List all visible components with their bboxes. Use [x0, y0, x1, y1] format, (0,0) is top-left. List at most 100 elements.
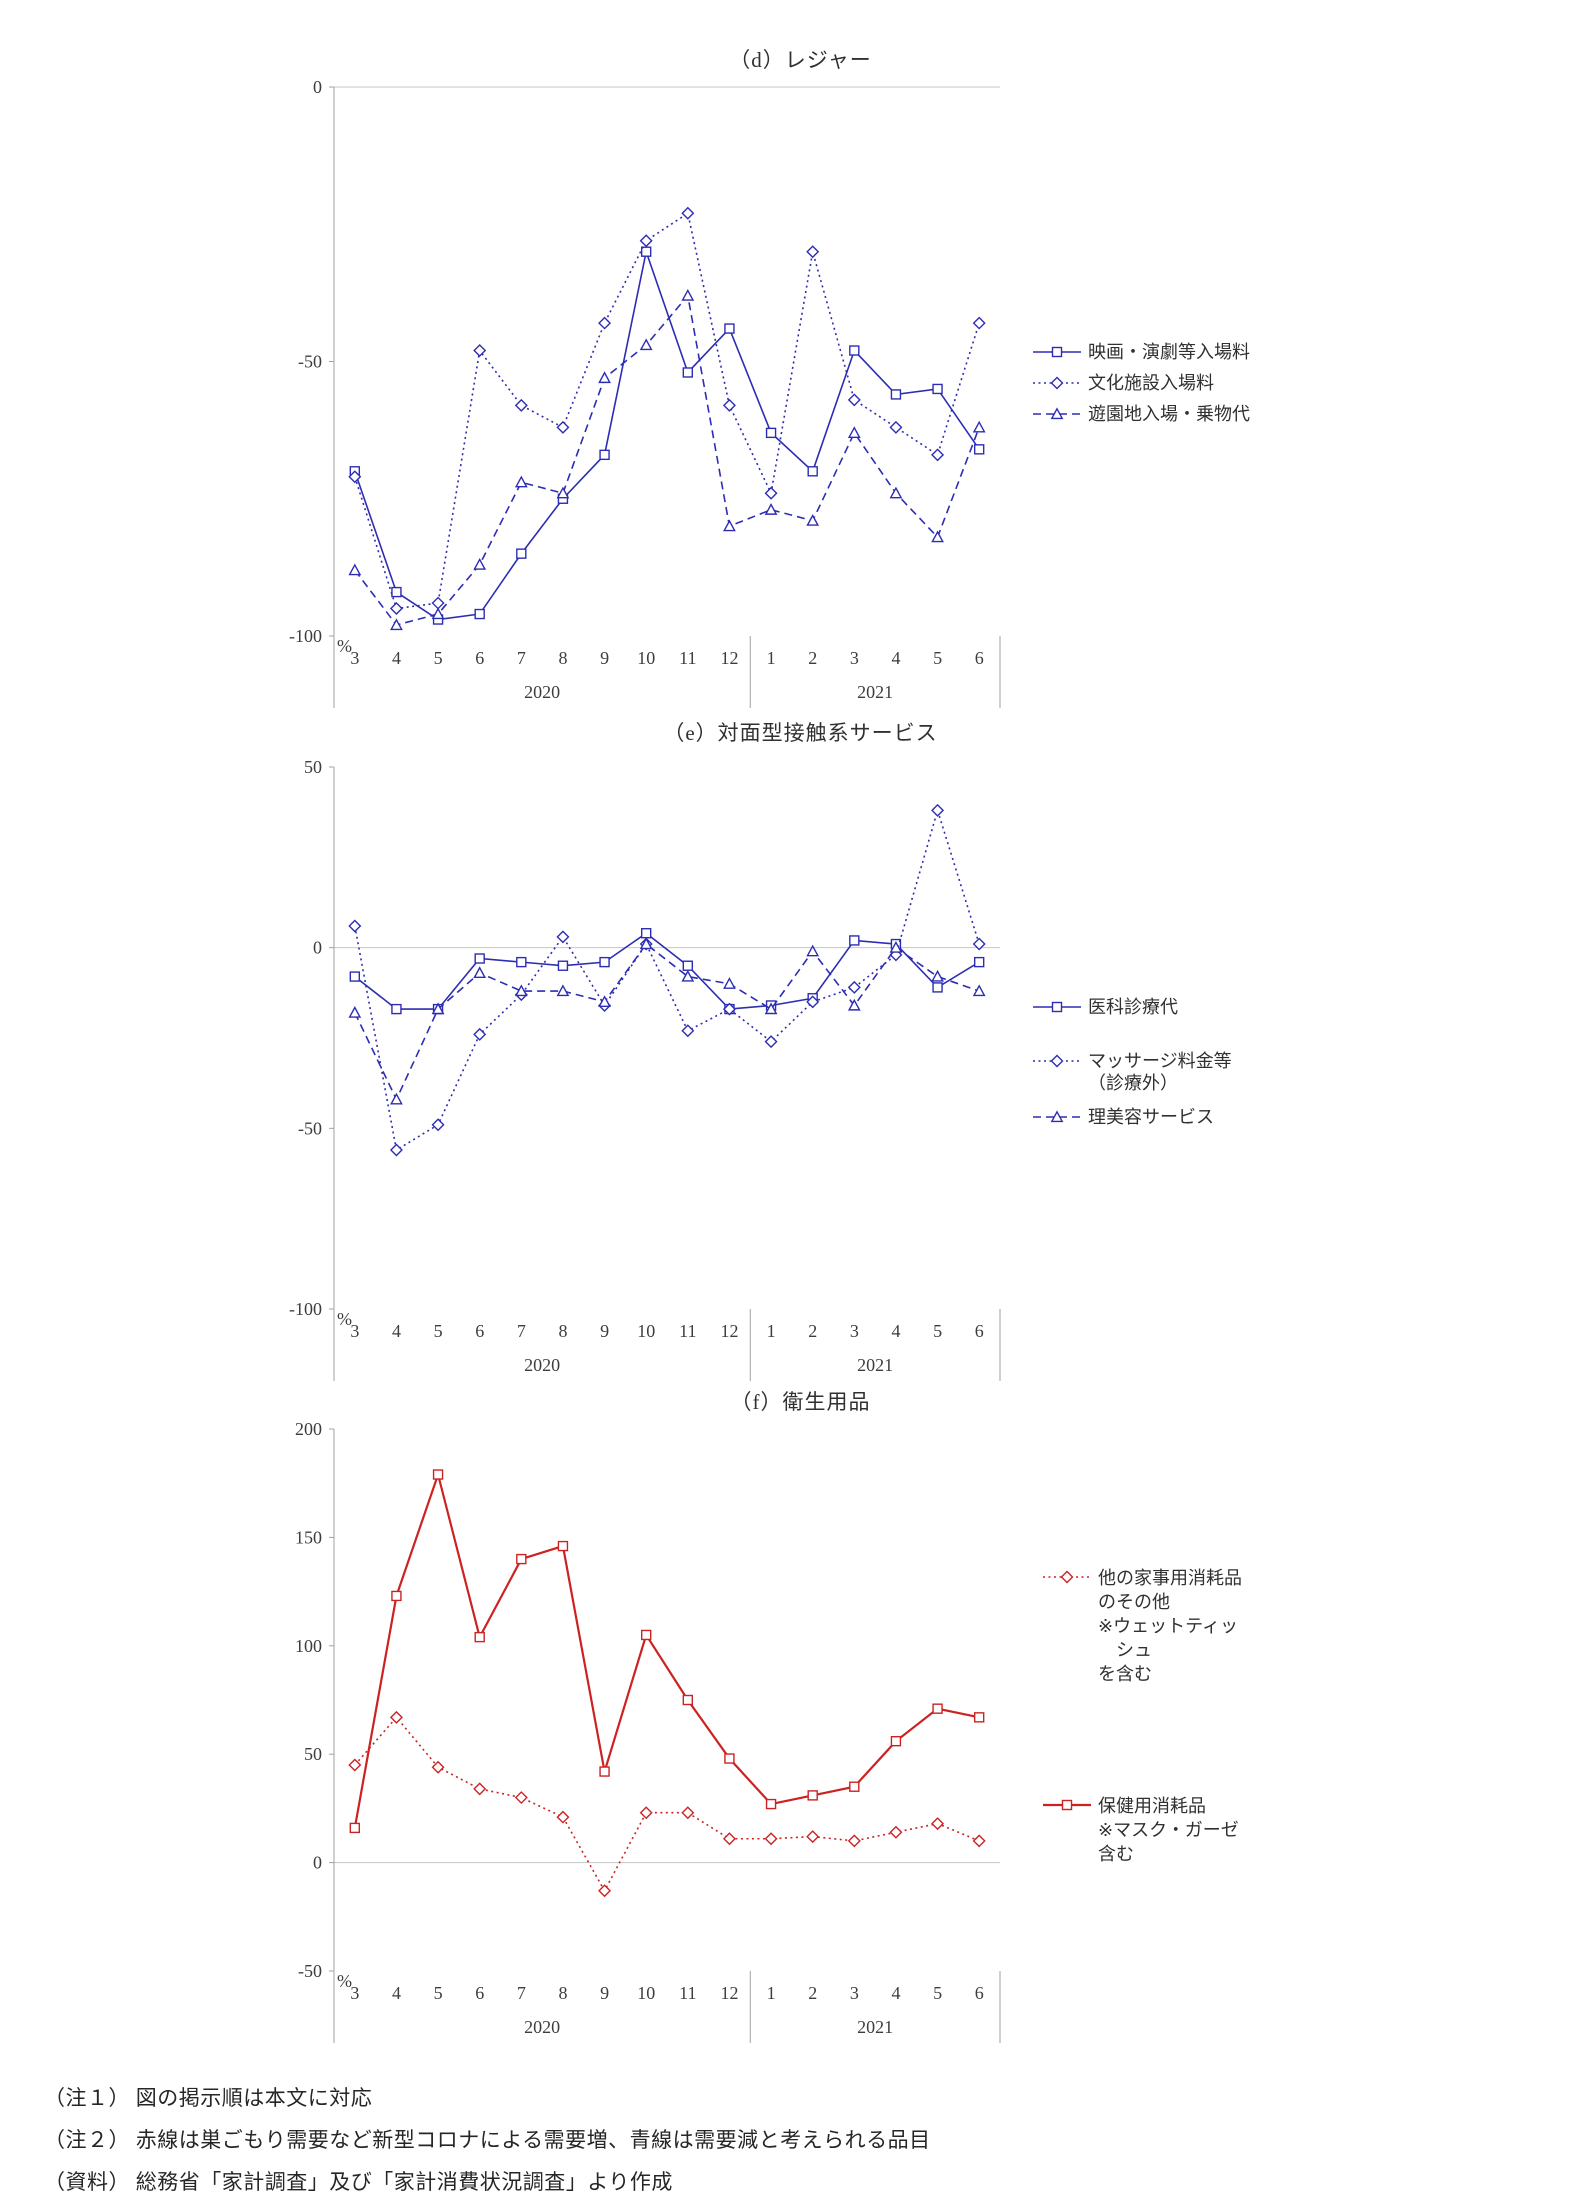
svg-text:3: 3	[850, 1321, 859, 1341]
legend-label: 遊園地入場・乗物代	[1088, 404, 1250, 424]
svg-text:12: 12	[720, 1321, 738, 1341]
svg-text:11: 11	[679, 1321, 696, 1341]
chart-d-title: （d）レジャー	[729, 48, 872, 72]
svg-text:11: 11	[679, 648, 696, 668]
series-diamond	[348, 1710, 986, 1898]
svg-text:50: 50	[304, 1744, 322, 1764]
chart-e-title: （e）対面型接触系サービス	[663, 721, 938, 745]
legend-line-sample	[1033, 376, 1081, 390]
svg-text:5: 5	[434, 1321, 443, 1341]
svg-text:5: 5	[434, 648, 443, 668]
svg-text:12: 12	[720, 648, 738, 668]
legend-label: 保健用消耗品 ※マスク・ガーゼ 含む	[1098, 1796, 1239, 1864]
legend-item: 理美容サービス	[1032, 1106, 1214, 1128]
legend-label: 医科診療代	[1088, 997, 1178, 1017]
legend-line-sample	[1043, 1570, 1091, 1584]
svg-text:8: 8	[558, 1321, 567, 1341]
svg-text:3: 3	[850, 648, 859, 668]
legend-line-sample	[1033, 346, 1081, 358]
legend-item: 文化施設入場料	[1032, 372, 1250, 394]
svg-text:6: 6	[975, 1983, 984, 2003]
series-triangle	[348, 288, 986, 631]
svg-text:9: 9	[600, 1983, 609, 2003]
svg-text:2: 2	[808, 1983, 817, 2003]
svg-text:6: 6	[475, 1321, 484, 1341]
svg-text:-50: -50	[298, 1118, 322, 1138]
svg-text:2021: 2021	[857, 682, 893, 702]
chart-f-title: （f）衛生用品	[730, 1390, 871, 1414]
svg-text:1: 1	[767, 1983, 776, 2003]
legend-label: 文化施設入場料	[1088, 373, 1214, 393]
legend-line-sample	[1033, 1110, 1081, 1123]
legend-label: マッサージ料金等 （診療外）	[1088, 1051, 1232, 1093]
svg-text:7: 7	[517, 1321, 526, 1341]
svg-text:9: 9	[600, 648, 609, 668]
legend-item: 医科診療代	[1032, 996, 1178, 1018]
svg-text:3: 3	[850, 1983, 859, 2003]
svg-text:-50: -50	[298, 1961, 322, 1981]
svg-text:%: %	[337, 636, 352, 656]
legend-item: マッサージ料金等 （診療外）	[1032, 1050, 1232, 1094]
svg-text:2020: 2020	[524, 1355, 560, 1375]
svg-text:9: 9	[600, 1321, 609, 1341]
svg-text:7: 7	[517, 648, 526, 668]
svg-text:5: 5	[434, 1983, 443, 2003]
svg-text:5: 5	[933, 648, 942, 668]
legend-item: 保健用消耗品 ※マスク・ガーゼ 含む	[1042, 1794, 1239, 1866]
svg-text:10: 10	[637, 1321, 655, 1341]
svg-text:3: 3	[350, 1321, 359, 1341]
svg-text:4: 4	[891, 1321, 900, 1341]
svg-text:50: 50	[304, 757, 322, 777]
svg-text:5: 5	[933, 1321, 942, 1341]
note-1: （注１） 図の掲示順は本文に対応	[44, 2086, 373, 2110]
svg-text:4: 4	[891, 1983, 900, 2003]
svg-text:8: 8	[558, 648, 567, 668]
svg-text:6: 6	[475, 1983, 484, 2003]
svg-text:3: 3	[350, 1983, 359, 2003]
series-square	[349, 246, 985, 625]
series-square	[349, 1469, 985, 1834]
legend-line-sample	[1043, 1799, 1091, 1811]
svg-text:150: 150	[295, 1527, 322, 1547]
svg-text:0: 0	[313, 1853, 322, 1873]
svg-text:2020: 2020	[524, 682, 560, 702]
note-3: （資料） 総務省「家計調査」及び「家計消費状況調査」より作成	[44, 2170, 673, 2194]
series-square	[349, 928, 985, 1015]
svg-text:4: 4	[891, 648, 900, 668]
svg-text:6: 6	[975, 648, 984, 668]
svg-text:%: %	[337, 1971, 352, 1991]
note-2: （注２） 赤線は巣ごもり需要など新型コロナによる需要増、青線は需要減と考えられる…	[44, 2128, 931, 2152]
svg-text:1: 1	[767, 648, 776, 668]
legend-item: 遊園地入場・乗物代	[1032, 403, 1250, 425]
legend-line-sample	[1033, 1054, 1081, 1068]
legend-line-sample	[1033, 1001, 1081, 1013]
legend-chart-d: 映画・演劇等入場料 文化施設入場料 遊園地入場・乗物代	[1032, 341, 1250, 425]
series-diamond	[348, 803, 986, 1157]
svg-text:-100: -100	[289, 626, 322, 646]
svg-text:7: 7	[517, 1983, 526, 2003]
svg-text:0: 0	[313, 77, 322, 97]
svg-text:2: 2	[808, 1321, 817, 1341]
svg-text:-50: -50	[298, 352, 322, 372]
svg-text:4: 4	[392, 1321, 401, 1341]
svg-text:2: 2	[808, 648, 817, 668]
svg-text:2021: 2021	[857, 1355, 893, 1375]
svg-text:12: 12	[720, 1983, 738, 2003]
svg-text:0: 0	[313, 938, 322, 958]
svg-text:3: 3	[350, 648, 359, 668]
svg-text:10: 10	[637, 648, 655, 668]
svg-text:%: %	[337, 1309, 352, 1329]
svg-text:6: 6	[475, 648, 484, 668]
svg-text:2021: 2021	[857, 2017, 893, 2037]
svg-text:5: 5	[933, 1983, 942, 2003]
legend-label: 映画・演劇等入場料	[1088, 342, 1250, 362]
legend-item: 映画・演劇等入場料	[1032, 341, 1250, 363]
series-diamond	[348, 206, 986, 616]
svg-text:10: 10	[637, 1983, 655, 2003]
svg-text:-100: -100	[289, 1299, 322, 1319]
svg-text:1: 1	[767, 1321, 776, 1341]
svg-text:4: 4	[392, 1983, 401, 2003]
legend-label: 理美容サービス	[1088, 1107, 1214, 1127]
